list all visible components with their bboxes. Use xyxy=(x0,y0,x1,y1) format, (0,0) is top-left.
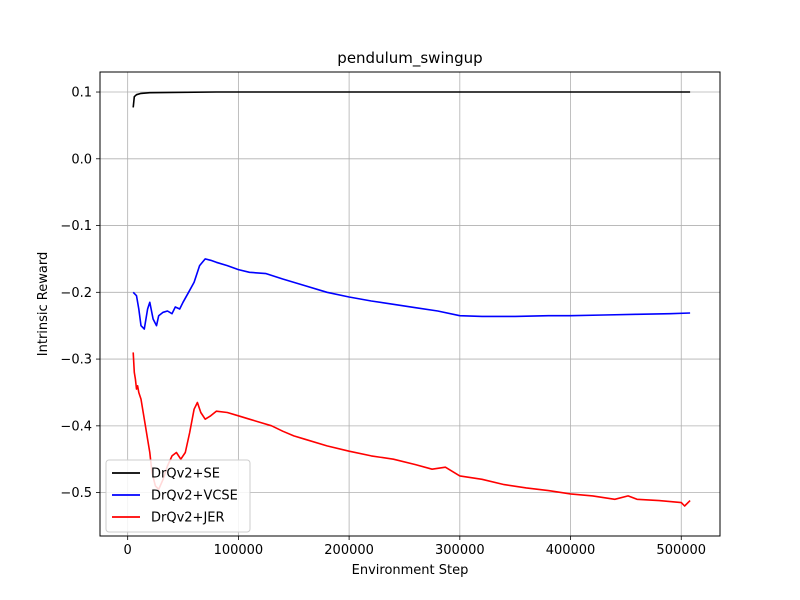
x-tick-label: 500000 xyxy=(656,543,706,558)
tick-layer: 0 100000 200000 300000 400000 500000 0.1 0.0 −0.… xyxy=(60,86,706,558)
legend: DrQv2+SE DrQv2+VCSE DrQv2+JER xyxy=(105,459,251,533)
y-tick-label: −0.1 xyxy=(60,219,92,234)
x-tick-label: 0 xyxy=(124,543,132,558)
y-tick-label: −0.3 xyxy=(60,353,92,368)
series-line-0 xyxy=(132,91,691,108)
legend-label: DrQv2+JER xyxy=(151,511,225,526)
y-tick-label: −0.2 xyxy=(60,286,92,301)
legend-label: DrQv2+VCSE xyxy=(151,489,238,504)
grid-layer xyxy=(100,72,720,536)
x-axis-title: Environment Step xyxy=(352,563,469,578)
y-tick-label: −0.4 xyxy=(60,419,92,434)
y-axis-title: Intrinsic Reward xyxy=(36,252,51,356)
x-tick-label: 300000 xyxy=(435,543,485,558)
y-tick-label: −0.5 xyxy=(60,486,92,501)
x-tick-label: 400000 xyxy=(546,543,596,558)
series-line-2 xyxy=(132,352,691,507)
x-tick-label: 100000 xyxy=(214,543,264,558)
series-layer xyxy=(132,91,691,507)
plot-frame xyxy=(99,71,721,537)
chart-title: pendulum_swingup xyxy=(337,49,482,68)
legend-box xyxy=(105,459,251,533)
series-line-1 xyxy=(132,258,691,330)
y-tick-label: 0.0 xyxy=(71,152,92,167)
x-tick-label: 200000 xyxy=(324,543,374,558)
legend-label: DrQv2+SE xyxy=(151,467,220,482)
y-tick-label: 0.1 xyxy=(71,86,92,101)
